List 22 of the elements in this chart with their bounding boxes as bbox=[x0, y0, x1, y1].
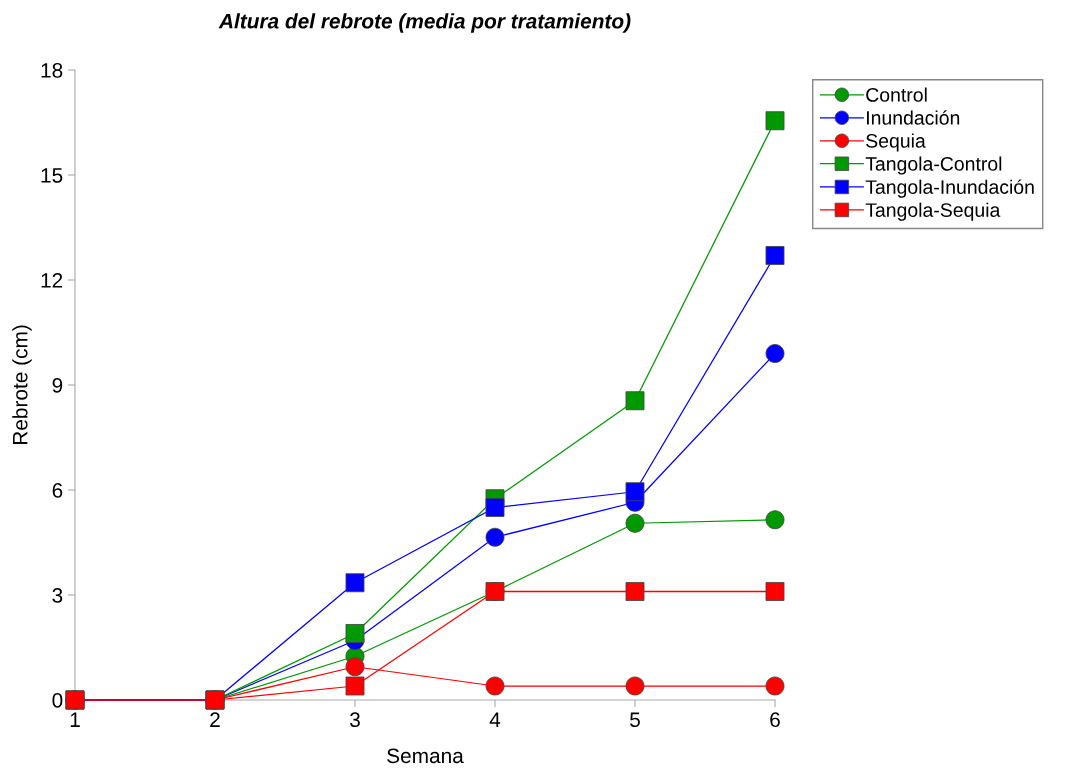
y-tick-label: 15 bbox=[41, 168, 63, 183]
y-tick-label: 9 bbox=[52, 378, 63, 393]
y-tick-label: 6 bbox=[52, 483, 63, 498]
y-tick-label: 0 bbox=[52, 693, 63, 708]
y-axis-title: Rebrote (cm) bbox=[12, 325, 32, 445]
x-tick-label: 3 bbox=[350, 712, 360, 728]
y-tick-label: 3 bbox=[52, 588, 63, 603]
x-axis-title: Semana bbox=[387, 748, 464, 764]
legend-label: Inundación bbox=[867, 110, 960, 125]
y-tick-label: 18 bbox=[41, 63, 63, 78]
chart-title: Altura del rebrote (media por tratamiento) bbox=[218, 13, 631, 33]
legend-label: Sequia bbox=[866, 133, 926, 152]
x-tick-label: 6 bbox=[770, 712, 780, 728]
x-tick-label: 2 bbox=[210, 712, 220, 727]
legend-label: Tangola-Control bbox=[865, 156, 1002, 175]
legend-label: Tangola-Sequia bbox=[865, 202, 1001, 221]
x-tick-label: 5 bbox=[630, 712, 640, 728]
legend-label: Control bbox=[866, 87, 927, 102]
y-tick-label: 12 bbox=[41, 273, 63, 288]
x-tick-label: 1 bbox=[70, 712, 80, 727]
x-tick-label: 4 bbox=[489, 712, 501, 727]
legend-label: Tangola-Inundación bbox=[865, 179, 1034, 198]
